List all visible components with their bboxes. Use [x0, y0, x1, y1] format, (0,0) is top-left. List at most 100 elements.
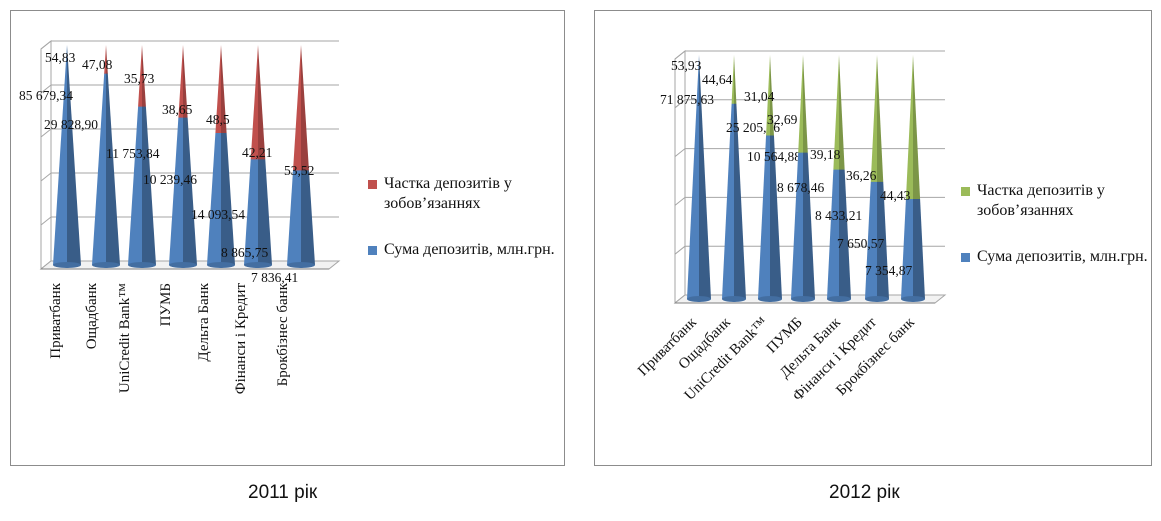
cone-bar-right: [67, 45, 81, 268]
data-label-share: 53,52: [284, 163, 314, 178]
data-label-sum: 8 865,75: [221, 245, 269, 260]
cone-top-left: [766, 55, 770, 138]
cone-bar-left: [53, 45, 67, 268]
side-wall: [674, 49, 686, 305]
legend-label: Сума депозитів, млн.грн.: [977, 248, 1148, 265]
data-label-sum: 7 354,87: [865, 263, 913, 278]
cone-base: [207, 262, 235, 268]
cone-base: [128, 262, 156, 268]
caption-2012: 2012 рік: [829, 482, 900, 503]
cone-top-left: [833, 55, 839, 172]
cone-base: [287, 262, 315, 268]
cone-bar-left: [687, 55, 699, 302]
legend-label: Частка депозитів у зобов’язаннях: [977, 182, 1105, 219]
data-label-sum: 10 239,46: [143, 172, 197, 187]
cone-top-left: [215, 45, 221, 135]
gridline-side: [674, 99, 686, 109]
data-label-sum: 85 679,34: [19, 88, 73, 103]
data-label-share: 53,93: [671, 58, 702, 73]
category-label: Ощадбанк: [84, 282, 100, 349]
cone-bar-left: [244, 159, 258, 268]
cone-bar-right: [183, 117, 197, 268]
cone-bar-right: [221, 133, 235, 268]
cone-top-right: [839, 55, 845, 172]
legend-2012: Частка депозитів у зобов’язаннях Сума де…: [961, 181, 1152, 293]
cone-bar-left: [128, 106, 142, 268]
data-label-share: 48,5: [206, 112, 230, 127]
cone-base: [244, 262, 272, 268]
cone-top-right: [877, 55, 884, 184]
legend-item-deposit-sum: Сума депозитів, млн.грн.: [961, 247, 1152, 267]
cone-bar-right: [142, 106, 156, 268]
data-label-share: 44,64: [702, 72, 733, 87]
cone-top-left: [798, 55, 803, 155]
cone-bar-right: [106, 73, 120, 268]
data-label-share: 54,83: [45, 50, 76, 65]
data-label-sum: 8 433,21: [815, 208, 862, 223]
legend-2011: Частка депозитів у зобов’язаннях Сума де…: [368, 174, 559, 286]
cone-top-left: [870, 55, 877, 184]
gridline-side: [40, 128, 52, 138]
cone-bar-right: [258, 159, 272, 268]
gridline-side: [40, 40, 52, 50]
cone-bar-left: [758, 135, 770, 302]
cone-base: [92, 262, 120, 268]
cone-bar-right: [699, 55, 711, 302]
data-label-share: 39,18: [810, 147, 841, 162]
cone-bar-left: [207, 133, 221, 268]
cone-bar-left: [901, 198, 913, 302]
chart-panel-2011: 85 679,34 54,83 Приватбанк 29 828,90 47,08 Ощ…: [10, 10, 565, 466]
cone-bar-left: [169, 117, 183, 268]
data-label-share: 38,65: [162, 102, 193, 117]
legend-swatch-blue: [961, 253, 970, 262]
cone-base: [687, 296, 711, 302]
cone-chart-2011: 85 679,34 54,83 Приватбанк 29 828,90 47,08 Ощ…: [19, 39, 341, 395]
cone-top-right: [183, 45, 188, 120]
cone-base: [722, 296, 746, 302]
legend-item-deposit-sum: Сума депозитів, млн.грн.: [368, 240, 559, 260]
data-label-share: 47,08: [82, 57, 113, 72]
data-label-sum: 29 828,90: [44, 117, 98, 132]
cone-top-right: [301, 45, 309, 173]
category-label: Приватбанк: [48, 282, 64, 358]
gridline-side: [40, 84, 52, 94]
side-wall: [40, 39, 52, 271]
data-label-sum: 10 564,88: [747, 149, 801, 164]
cone-base: [827, 296, 851, 302]
category-label: ПУМБ: [158, 283, 174, 326]
category-label: Фінанси і Кредит: [233, 283, 249, 395]
cone-bar-left: [827, 169, 839, 302]
data-label-share: 32,69: [767, 112, 798, 127]
data-label-sum: 11 753,84: [106, 146, 160, 161]
legend-item-deposit-share: Частка депозитів у зобов’язаннях: [368, 174, 559, 214]
gridline-side: [40, 172, 52, 182]
data-label-sum: 71 875,63: [660, 92, 714, 107]
cone-top-left: [293, 45, 301, 173]
data-label-share: 36,26: [846, 168, 877, 183]
cone-top-right: [142, 45, 146, 109]
gridline-side: [674, 245, 686, 255]
cone-bar-right: [877, 181, 889, 302]
gridline-side: [674, 148, 686, 157]
cone-base: [791, 296, 815, 302]
cone-top-right: [770, 55, 774, 138]
legend-label: Частка депозитів у зобов’язаннях: [384, 175, 512, 212]
cone-bar-right: [301, 170, 315, 268]
cone-top-left: [250, 45, 258, 162]
cone-bar-right: [803, 152, 815, 302]
data-label-share: 44,43: [880, 188, 911, 203]
cone-top-right: [221, 45, 227, 135]
cone-top-left: [731, 55, 734, 106]
cone-top-left: [178, 45, 183, 120]
data-label-sum: 8 678,46: [777, 180, 825, 195]
data-label-sum: 14 093,54: [191, 207, 245, 222]
cone-base: [169, 262, 197, 268]
gridline-side: [40, 216, 52, 226]
cone-base: [758, 296, 782, 302]
data-label-share: 35,73: [124, 71, 155, 86]
cone-bar-left: [92, 73, 106, 268]
cone-top-right: [734, 55, 737, 106]
cone-bar-right: [734, 103, 746, 302]
legend-label: Сума депозитів, млн.грн.: [384, 241, 555, 258]
data-label-share: 31,04: [744, 89, 775, 104]
